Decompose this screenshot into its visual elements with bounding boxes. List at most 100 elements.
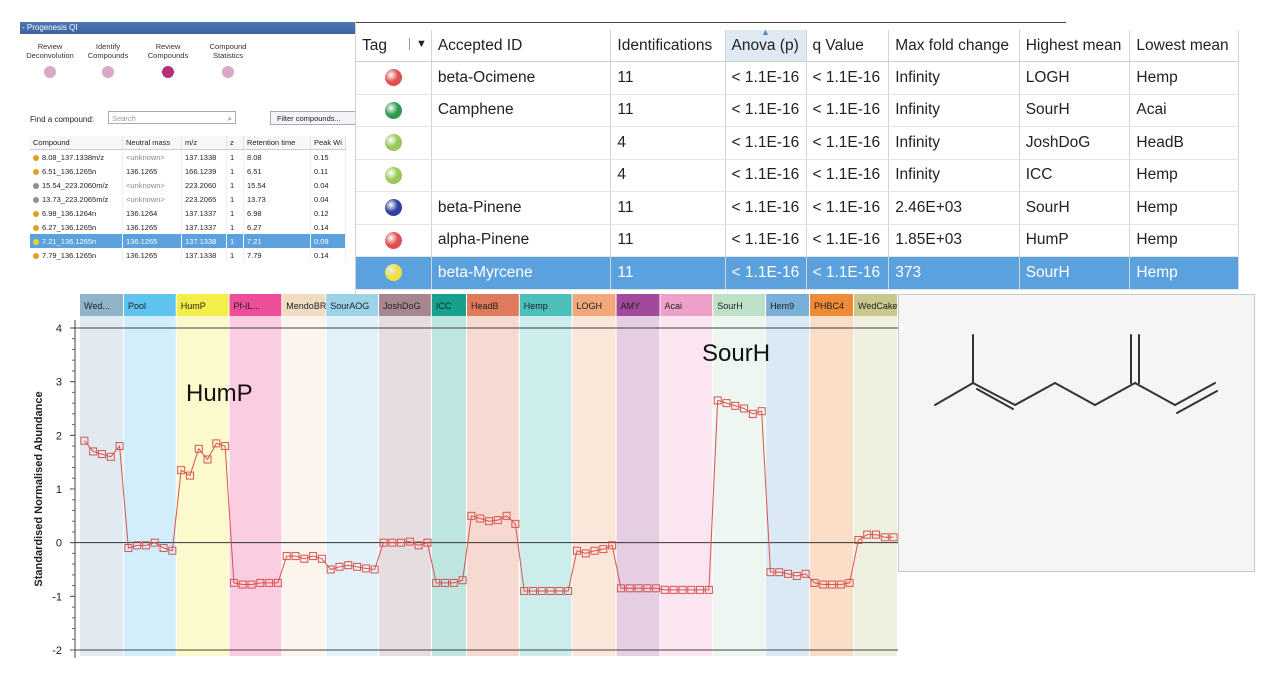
column-header[interactable]: Max fold change <box>888 30 1020 62</box>
anova-cell: < 1.1E-16 <box>725 94 807 127</box>
column-header[interactable]: Compound <box>30 136 123 150</box>
tag-color-icon <box>384 134 402 152</box>
column-header[interactable]: Accepted ID <box>431 30 612 62</box>
group-header[interactable] <box>176 294 229 316</box>
max-fold-change-cell: Infinity <box>888 159 1020 192</box>
filter-compounds-button[interactable]: Filter compounds... <box>270 111 360 125</box>
group-header[interactable] <box>616 294 660 316</box>
column-header[interactable]: Peak Wi <box>310 136 346 150</box>
group-header[interactable] <box>282 294 326 316</box>
column-header[interactable]: Neutral mass <box>122 136 182 150</box>
data-point <box>616 584 625 593</box>
data-point <box>845 578 854 587</box>
table-row[interactable]: 6.27_136.1265n 136.1265 137.1337 1 6.27 0.14 <box>30 220 346 234</box>
group-header[interactable] <box>810 294 854 316</box>
data-point <box>80 436 89 445</box>
table-row[interactable]: 15.54_223.2060m/z <unknown> 223.2060 1 15.54… <box>30 178 346 192</box>
group-header[interactable] <box>123 294 176 316</box>
column-header[interactable]: Anova (p) ▲ <box>725 27 807 62</box>
column-header-label: Highest mean <box>1025 36 1122 54</box>
workflow-review-compounds[interactable]: Review Compounds <box>138 42 198 78</box>
group-header[interactable] <box>80 294 123 316</box>
column-header-label: Lowest mean <box>1136 36 1229 54</box>
column-header[interactable]: Retention time <box>243 136 311 150</box>
group-header[interactable] <box>519 294 572 316</box>
neutral-mass-cell: 136.1265 <box>122 164 182 178</box>
table-row[interactable]: Camphene 11 < 1.1E-16 < 1.1E-16 Infinity Sour… <box>356 94 1239 127</box>
column-header[interactable]: q Value <box>806 30 890 62</box>
group-header[interactable] <box>229 294 282 316</box>
tag-filter-dropdown-icon[interactable]: ▼ <box>408 38 427 50</box>
data-point <box>141 541 150 550</box>
search-placeholder: Search <box>112 114 136 123</box>
table-row[interactable]: 4 < 1.1E-16 < 1.1E-16 Infinity JoshDoG HeadB <box>356 126 1239 160</box>
group-header[interactable] <box>854 294 897 316</box>
max-fold-change-cell: 1.85E+03 <box>888 224 1020 257</box>
search-input[interactable]: Search ⌕ <box>108 111 236 124</box>
group-header[interactable] <box>713 294 766 316</box>
tag-cell[interactable] <box>356 94 432 127</box>
column-header-label: Max fold change <box>895 36 1009 54</box>
tag-cell[interactable] <box>356 61 432 95</box>
neutral-mass-cell: <unknown> <box>122 149 182 164</box>
data-point <box>353 562 362 571</box>
column-header[interactable]: Highest mean <box>1019 30 1131 62</box>
table-row[interactable]: 13.73_223.2065m/z <unknown> 223.2065 1 13.73… <box>30 192 346 206</box>
table-row[interactable]: 8.08_137.1338m/z <unknown> 137.1338 1 8.08 0.… <box>30 149 346 164</box>
peak-width-cell: 0.04 <box>310 192 346 206</box>
data-point <box>485 517 493 526</box>
retention-time-cell: 6.98 <box>243 206 311 220</box>
group-band <box>229 316 282 656</box>
data-point <box>731 401 740 410</box>
tag-cell[interactable] <box>356 126 432 160</box>
table-row[interactable]: 6.98_136.1264n 136.1264 137.1337 1 6.98 0.12 <box>30 206 346 220</box>
workflow-compound-statistics[interactable]: Compound Statistics <box>198 42 258 78</box>
data-point <box>221 442 230 451</box>
data-point <box>493 516 502 525</box>
group-header[interactable] <box>379 294 431 316</box>
column-header[interactable]: Lowest mean <box>1129 30 1239 62</box>
group-header[interactable] <box>467 294 519 316</box>
group-label: Pf-IL... <box>234 301 261 311</box>
identifications-cell: 4 <box>610 159 726 192</box>
column-header[interactable]: Identifications <box>610 30 726 62</box>
search-icon[interactable]: ⌕ <box>227 114 232 123</box>
data-point <box>801 569 810 578</box>
data-point <box>150 538 159 547</box>
abundance-profile-chart: Wed... Pool HumP Pf-IL... MendoBR SourAOG Josh… <box>33 294 898 658</box>
workflow-step-dot <box>162 66 174 78</box>
group-band <box>810 316 854 656</box>
column-header[interactable]: m/z <box>181 136 227 150</box>
tag-cell[interactable] <box>356 224 432 257</box>
group-header[interactable] <box>431 294 467 316</box>
statistics-table-panel: Tag ▼ Accepted ID Identifications Anova (p) ▲… <box>355 22 1239 294</box>
table-row[interactable]: 7.21_136.1265n 136.1265 137.1338 1 7.21 0.09 <box>30 234 346 248</box>
group-header[interactable] <box>766 294 810 316</box>
table-row[interactable]: 4 < 1.1E-16 < 1.1E-16 Infinity ICC Hemp <box>356 159 1239 192</box>
tag-cell[interactable] <box>356 159 432 192</box>
group-band <box>766 316 810 656</box>
group-header[interactable] <box>660 294 713 316</box>
retention-time-cell: 8.08 <box>243 149 311 164</box>
data-point <box>696 585 705 594</box>
compound-tag-icon <box>33 182 39 189</box>
group-label: LOGH <box>577 301 603 311</box>
charge-cell: 1 <box>226 178 244 192</box>
highest-mean-cell: HumP <box>1019 224 1131 257</box>
table-row[interactable]: alpha-Pinene 11 < 1.1E-16 < 1.1E-16 1.85E+03… <box>356 224 1239 257</box>
table-row[interactable]: beta-Ocimene 11 < 1.1E-16 < 1.1E-16 Infinity… <box>356 61 1239 95</box>
table-row[interactable]: 6.51_136.1265n 136.1265 166.1239 1 6.51 0.11 <box>30 164 346 178</box>
tag-cell[interactable] <box>356 256 432 290</box>
tag-cell[interactable] <box>356 191 432 225</box>
workflow-identify-compounds[interactable]: Identify Compounds <box>78 42 138 78</box>
find-compound-label: Find a compound: <box>30 115 95 124</box>
anova-cell: < 1.1E-16 <box>725 126 807 160</box>
table-row[interactable]: 7.79_136.1265n 136.1265 137.1338 1 7.79 0.14 <box>30 248 346 262</box>
workflow-review-deconvolution[interactable]: Review Deconvolution <box>20 42 80 78</box>
table-row[interactable]: beta-Myrcene 11 < 1.1E-16 < 1.1E-16 373 SourH… <box>356 256 1239 290</box>
table-row[interactable]: beta-Pinene 11 < 1.1E-16 < 1.1E-16 2.46E+03 S… <box>356 191 1239 225</box>
group-header[interactable] <box>572 294 616 316</box>
column-header[interactable]: z <box>226 136 244 150</box>
group-header[interactable] <box>326 294 379 316</box>
column-header[interactable]: Tag ▼ <box>356 30 432 62</box>
